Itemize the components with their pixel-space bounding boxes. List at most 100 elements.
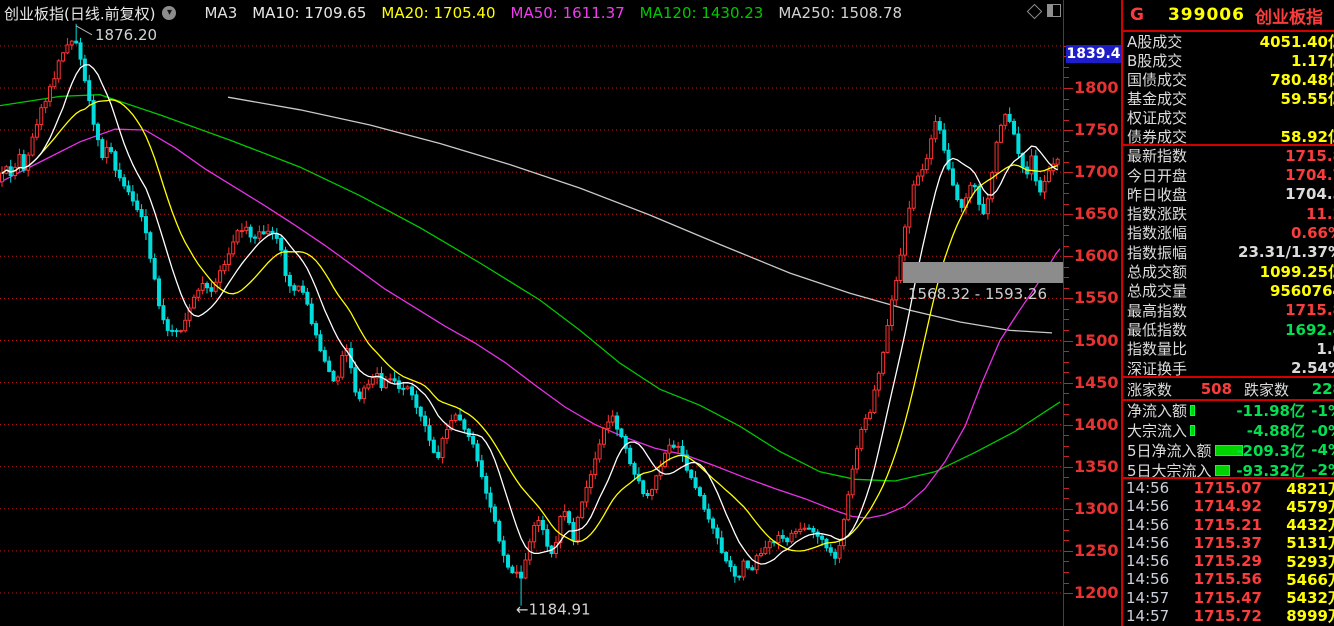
svg-text:1568.32 - 1593.26: 1568.32 - 1593.26 (908, 285, 1047, 303)
table-row: 5日净流入额 -209.3亿 -4% (1123, 441, 1334, 461)
row-value: 1692.4 (1285, 320, 1334, 339)
tick-volume: 4432万 (1286, 516, 1334, 535)
table-row: 指数涨幅 0.66% (1123, 223, 1334, 243)
row-value: 4051.40亿 (1259, 33, 1334, 51)
instrument-header[interactable]: G 399006 创业板指 (1123, 0, 1334, 30)
flow-value: -93.32亿 (1236, 461, 1305, 480)
row-label: 净流入额 (1127, 402, 1188, 421)
tick-list[interactable]: 14:56 1715.07 4821万 14:56 1714.92 4579万 … (1123, 479, 1334, 625)
svg-text:1876.20: 1876.20 (95, 26, 157, 44)
row-label: 5日净流入额 (1127, 441, 1212, 460)
tick-price: 1715.47 (1193, 588, 1262, 607)
axis-tick (1064, 561, 1069, 563)
axis-tick (1064, 161, 1069, 163)
axis-tick (1064, 130, 1073, 131)
ma-legend: MA3 MA10: 1709.65 MA20: 1705.40 MA50: 1611.… (204, 4, 902, 22)
tick-price: 1715.21 (1193, 515, 1262, 534)
row-label: 指数量比 (1127, 340, 1188, 359)
axis-tick (1064, 340, 1073, 342)
row-label: 指数涨幅 (1127, 224, 1188, 243)
tick-time: 14:56 (1126, 533, 1170, 552)
axis-price-label: 1350 (1074, 456, 1119, 476)
divider (1123, 477, 1334, 479)
table-row: 债券成交 58.92亿 (1123, 127, 1334, 146)
axis-price-label: 1250 (1074, 540, 1119, 560)
axis-tick (1064, 119, 1069, 121)
flow-value: -11.98亿 (1236, 402, 1305, 421)
flow-bar-indicator (1190, 405, 1196, 417)
candlestick-chart[interactable]: 1568.32 - 1593.26 1876.20 ←1184.91 (0, 0, 1063, 626)
axis-tick (1064, 361, 1069, 363)
price-axis[interactable]: 1200 1250 1300 1350 1400 1450 1500 1550 1600 1650… (1063, 0, 1122, 626)
table-row: 指数量比 1.0 (1123, 339, 1334, 359)
row-label: 最高指数 (1127, 301, 1188, 320)
row-value: 2.54% (1290, 359, 1334, 378)
axis-tick (1064, 593, 1073, 594)
tick-row: 14:56 1715.29 5293万 (1123, 552, 1334, 571)
tick-time: 14:56 (1126, 497, 1170, 516)
row-label: 总成交量 (1127, 282, 1188, 301)
table-row: 权证成交 (1123, 108, 1334, 127)
row-label: 最新指数 (1127, 147, 1188, 166)
axis-price-label: 1550 (1074, 288, 1119, 308)
divider (1123, 376, 1334, 378)
axis-tick (1064, 287, 1069, 289)
row-label: A股成交 (1127, 33, 1183, 51)
tick-row: 14:57 1715.47 5432万 (1123, 588, 1334, 608)
ma-legend-item: MA50: 1611.37 (510, 4, 625, 22)
tick-row: 14:56 1715.56 5466万 (1123, 570, 1334, 589)
row-label: 大宗流入 (1127, 422, 1188, 441)
flow-percent: -2% (1311, 461, 1334, 480)
diamond-icon[interactable] (1026, 3, 1043, 20)
axis-tick (1064, 203, 1069, 205)
ma-legend-item: MA10: 1709.65 (252, 4, 367, 22)
axis-tick (1064, 98, 1069, 100)
axis-price-label: 1600 (1074, 246, 1119, 266)
axis-tick (1064, 109, 1069, 110)
row-label: 昨日收盘 (1127, 185, 1188, 204)
ma-legend-item: MA250: 1508.78 (778, 4, 903, 22)
axis-tick (1064, 414, 1069, 416)
axis-tick (1064, 245, 1069, 247)
axis-tick (1064, 529, 1069, 531)
axis-price-label: 1300 (1074, 498, 1119, 518)
axis-tick (1064, 550, 1073, 552)
axis-tick (1064, 308, 1069, 310)
axis-tick (1064, 487, 1069, 489)
table-row: 指数振幅 23.31/1.37% (1123, 243, 1334, 262)
axis-tick (1064, 466, 1073, 468)
row-value: 23.31/1.37% (1238, 243, 1334, 262)
axis-tick (1064, 571, 1069, 573)
axis-tick (1064, 140, 1069, 142)
row-value: 9560764 (1269, 281, 1334, 300)
decliners-count: 228 (1311, 380, 1334, 398)
tick-time: 14:56 (1126, 515, 1170, 534)
split-window-icon[interactable] (1047, 4, 1061, 17)
axis-tick (1064, 393, 1069, 395)
tick-price: 1715.56 (1193, 570, 1262, 589)
table-row: B股成交 1.17亿 (1123, 51, 1334, 70)
flow-bar-indicator (1190, 425, 1196, 437)
axis-tick (1064, 382, 1073, 384)
axis-tick (1064, 66, 1069, 68)
flow-bar-indicator (1214, 464, 1230, 476)
chevron-down-icon[interactable]: ▾ (162, 6, 177, 20)
tick-volume: 8999万 (1286, 607, 1334, 626)
flow-bar-indicator (1214, 444, 1243, 456)
tick-price: 1715.29 (1193, 552, 1262, 571)
tick-price: 1714.92 (1193, 497, 1262, 516)
axis-price-label: 1800 (1074, 78, 1119, 97)
tick-row: 14:56 1715.37 5131万 (1123, 533, 1334, 553)
axis-tick (1064, 372, 1069, 373)
axis-tick (1064, 172, 1073, 174)
axis-highlight-price: 1839.4 (1066, 44, 1121, 63)
row-label: 权证成交 (1127, 109, 1188, 127)
axis-tick (1064, 477, 1069, 479)
axis-tick (1064, 214, 1073, 216)
tick-row: 14:56 1715.21 4432万 (1123, 515, 1334, 535)
axis-tick (1064, 540, 1069, 542)
axis-tick (1064, 519, 1069, 521)
advancers-count: 508 (1200, 380, 1233, 398)
table-row: 国债成交 780.48亿 (1123, 70, 1334, 89)
divider (1123, 30, 1334, 32)
